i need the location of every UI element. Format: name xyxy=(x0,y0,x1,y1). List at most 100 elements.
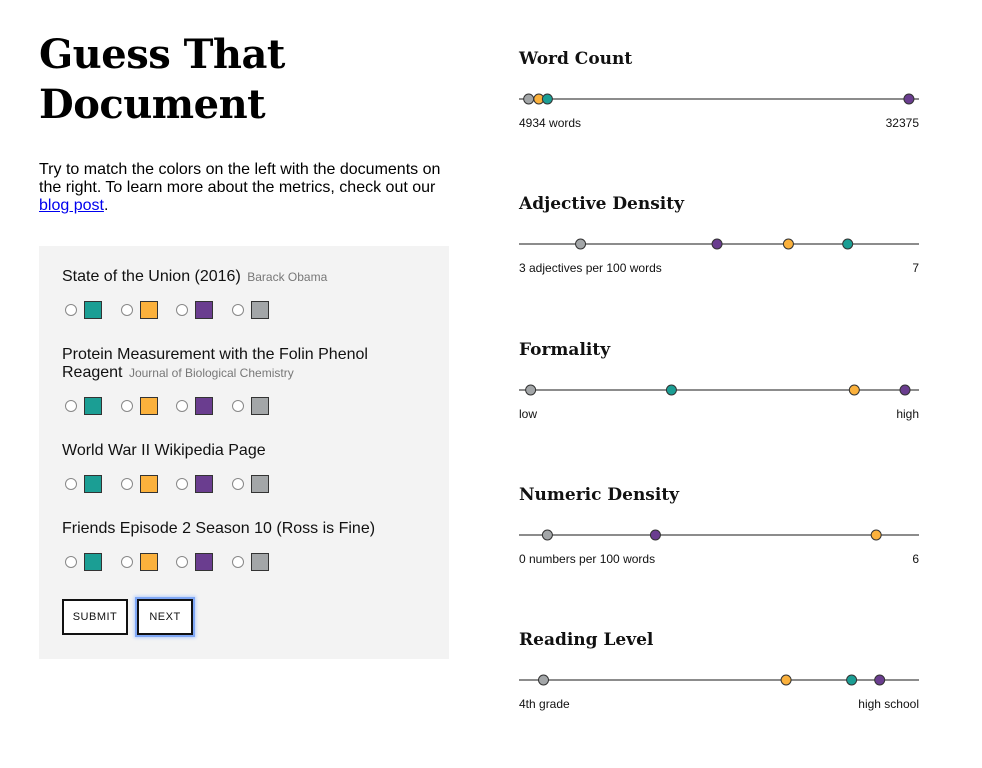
color-options xyxy=(62,397,322,417)
metric-track xyxy=(519,384,919,396)
page-title: Guess That Document xyxy=(39,31,285,128)
question-title: World War II Wikipedia Page xyxy=(62,442,392,460)
matching-panel: SUBMIT NEXT State of the Union (2016) Ba… xyxy=(39,246,449,659)
radio-button[interactable] xyxy=(65,556,77,568)
color-swatch-teal xyxy=(84,397,102,415)
metric-dot-gray xyxy=(541,529,553,541)
blog-post-link[interactable]: blog post xyxy=(39,197,104,214)
color-options xyxy=(62,301,322,321)
radio-button[interactable] xyxy=(176,400,188,412)
radio-button[interactable] xyxy=(176,556,188,568)
metric-max-label: 32375 xyxy=(885,116,919,130)
color-swatch-purple xyxy=(195,301,213,319)
color-option-teal[interactable] xyxy=(62,475,112,495)
radio-button[interactable] xyxy=(65,400,77,412)
metric-dot-purple xyxy=(649,529,661,541)
color-swatch-orange xyxy=(140,397,158,415)
metric-dot-gray xyxy=(538,674,549,686)
metric-word-count: Word Count 4934 words 32375 xyxy=(519,49,919,139)
metric-dot-orange xyxy=(782,238,794,250)
metric-formality: Formality low high xyxy=(519,340,919,430)
color-swatch-purple xyxy=(195,553,213,571)
color-option-purple[interactable] xyxy=(173,553,223,573)
question-title-text: State of the Union (2016) xyxy=(62,268,241,285)
metric-max-label: 7 xyxy=(912,261,919,275)
color-option-orange[interactable] xyxy=(118,553,168,573)
metric-max-label: 6 xyxy=(912,552,919,566)
color-swatch-orange xyxy=(140,475,158,493)
metric-min-label: low xyxy=(519,407,538,421)
color-options xyxy=(62,553,322,573)
metric-title: Formality xyxy=(519,340,611,360)
color-option-gray[interactable] xyxy=(229,397,279,417)
color-options xyxy=(62,475,322,495)
radio-button[interactable] xyxy=(232,400,244,412)
question-title: Protein Measurement with the Folin Pheno… xyxy=(62,346,392,382)
color-swatch-purple xyxy=(195,397,213,415)
color-swatch-gray xyxy=(251,475,269,493)
color-swatch-orange xyxy=(140,553,158,571)
color-swatch-gray xyxy=(251,397,269,415)
metric-max-label: high xyxy=(896,407,919,421)
radio-button[interactable] xyxy=(232,478,244,490)
metric-dot-gray xyxy=(523,93,535,105)
metric-dot-teal xyxy=(846,674,858,686)
radio-button[interactable] xyxy=(65,478,77,490)
metric-dot-gray xyxy=(575,238,587,250)
metric-track xyxy=(519,93,919,105)
radio-button[interactable] xyxy=(121,556,133,568)
question-title-text: Friends Episode 2 Season 10 (Ross is Fin… xyxy=(62,520,376,537)
question-item: State of the Union (2016) Barack Obama xyxy=(62,268,392,286)
radio-button[interactable] xyxy=(176,478,188,490)
metric-dot-teal xyxy=(842,238,854,250)
submit-button[interactable]: SUBMIT xyxy=(62,599,128,635)
question-title: State of the Union (2016) Barack Obama xyxy=(62,268,392,286)
metric-title: Word Count xyxy=(519,49,633,69)
color-swatch-teal xyxy=(84,553,102,571)
metric-dot-purple xyxy=(874,674,886,686)
color-swatch-teal xyxy=(84,475,102,493)
metric-dot-teal xyxy=(541,93,553,105)
question-item: World War II Wikipedia Page xyxy=(62,442,392,460)
color-option-purple[interactable] xyxy=(173,475,223,495)
question-author: Barack Obama xyxy=(247,270,328,284)
metric-min-label: 0 numbers per 100 words xyxy=(519,552,656,566)
metric-dot-gray xyxy=(525,384,537,396)
color-option-purple[interactable] xyxy=(173,397,223,417)
metric-title: Adjective Density xyxy=(519,194,684,214)
color-option-teal[interactable] xyxy=(62,301,112,321)
metric-dot-orange xyxy=(780,674,792,686)
color-option-orange[interactable] xyxy=(118,397,168,417)
color-option-gray[interactable] xyxy=(229,301,279,321)
metric-dot-purple xyxy=(899,384,911,396)
next-button[interactable]: NEXT xyxy=(137,599,193,635)
metric-adjective-density: Adjective Density 3 adjectives per 100 wo… xyxy=(519,194,919,284)
color-option-teal[interactable] xyxy=(62,397,112,417)
color-option-teal[interactable] xyxy=(62,553,112,573)
radio-button[interactable] xyxy=(121,478,133,490)
question-author: Journal of Biological Chemistry xyxy=(128,366,294,380)
metric-max-label: high school xyxy=(858,697,919,711)
metric-min-label: 4th grade xyxy=(519,697,570,711)
radio-button[interactable] xyxy=(65,304,77,316)
color-option-orange[interactable] xyxy=(118,475,168,495)
metric-dot-purple xyxy=(903,93,915,105)
metric-numeric-density: Numeric Density 0 numbers per 100 words 6 xyxy=(519,485,919,575)
metric-title: Reading Level xyxy=(519,630,654,650)
color-option-purple[interactable] xyxy=(173,301,223,321)
color-option-orange[interactable] xyxy=(118,301,168,321)
radio-button[interactable] xyxy=(176,304,188,316)
color-swatch-orange xyxy=(140,301,158,319)
metric-min-label: 4934 words xyxy=(519,116,582,130)
radio-button[interactable] xyxy=(121,304,133,316)
intro-text-before: Try to match the colors on the left with… xyxy=(39,161,441,196)
radio-button[interactable] xyxy=(232,304,244,316)
metric-dot-teal xyxy=(665,384,677,396)
radio-button[interactable] xyxy=(121,400,133,412)
color-option-gray[interactable] xyxy=(229,475,279,495)
color-option-gray[interactable] xyxy=(229,553,279,573)
color-swatch-purple xyxy=(195,475,213,493)
metric-title: Numeric Density xyxy=(519,485,680,505)
question-item: Friends Episode 2 Season 10 (Ross is Fin… xyxy=(62,520,392,538)
radio-button[interactable] xyxy=(232,556,244,568)
